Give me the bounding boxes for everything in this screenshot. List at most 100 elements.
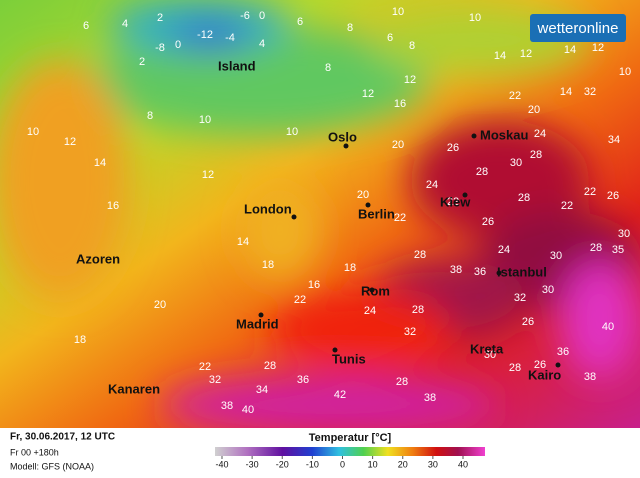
temperature-label: 2	[139, 56, 145, 68]
legend-tick-label: 40	[458, 459, 468, 469]
city-label: Madrid	[236, 316, 279, 331]
city-label: Kiew	[440, 194, 471, 209]
temperature-label: 28	[518, 192, 530, 204]
temperature-label: 28	[530, 149, 542, 161]
city-label: Kairo	[528, 367, 561, 382]
temperature-label: 10	[199, 114, 211, 126]
temperature-label: 8	[409, 40, 415, 52]
temperature-label: 12	[404, 74, 416, 86]
city-label: Island	[218, 58, 256, 73]
temperature-label: 6	[387, 32, 393, 44]
temperature-label: 28	[590, 242, 602, 254]
city-label: Kanaren	[108, 381, 160, 396]
temperature-label: 2	[157, 12, 163, 24]
temperature-label: 30	[484, 349, 496, 361]
temperature-label: 26	[607, 190, 619, 202]
city-label: Oslo	[328, 129, 357, 144]
temperature-label: 4	[122, 18, 128, 30]
temperature-label: 28	[414, 249, 426, 261]
temperature-label: 40	[242, 404, 254, 416]
temperature-label: 6	[83, 20, 89, 32]
temperature-label: 36	[474, 266, 486, 278]
temperature-label: 30	[542, 284, 554, 296]
temperature-label: 12	[592, 42, 604, 54]
forecast-date: Fr, 30.06.2017, 12 UTC	[10, 432, 115, 443]
temperature-label: 12	[520, 48, 532, 60]
temperature-label: 24	[426, 179, 438, 191]
temperature-label: 28	[476, 166, 488, 178]
legend-tick-label: -30	[246, 459, 259, 469]
temperature-label: 28	[509, 362, 521, 374]
temperature-label: 26	[482, 216, 494, 228]
temperature-label: 8	[325, 62, 331, 74]
city-dot	[343, 143, 349, 149]
city-dot	[462, 192, 468, 198]
temperature-label: 4	[259, 38, 265, 50]
temperature-label: 16	[394, 98, 406, 110]
temperature-label: 40	[602, 321, 614, 333]
legend-tick-label: -20	[276, 459, 289, 469]
city-dot	[365, 202, 371, 208]
city-label: Moskau	[480, 127, 528, 142]
temperature-label: 22	[584, 186, 596, 198]
temperature-label: 10	[392, 6, 404, 18]
temperature-label: 12	[202, 169, 214, 181]
brand-badge	[530, 14, 626, 42]
temperature-label: 30	[550, 250, 562, 262]
temperature-label: 32	[584, 86, 596, 98]
temperature-label: 0	[259, 10, 265, 22]
temperature-label: 24	[498, 244, 510, 256]
city-label: Kreta	[470, 341, 504, 356]
color-scale	[215, 447, 485, 456]
temperature-label: 38	[221, 400, 233, 412]
temperature-label: 14	[94, 157, 106, 169]
temperature-label: 10	[469, 12, 481, 24]
temperature-label: -4	[225, 32, 235, 44]
legend-tick-label: -40	[215, 459, 228, 469]
temperature-label: 6	[297, 16, 303, 28]
city-label: Tunis	[332, 351, 366, 366]
temperature-label: 30	[510, 157, 522, 169]
temperature-label: 42	[334, 389, 346, 401]
temperature-label: 10	[619, 66, 631, 78]
temperature-label: 8	[147, 110, 153, 122]
city-label: Azoren	[76, 251, 120, 266]
city-dot	[258, 312, 264, 318]
temperature-label: 14	[560, 86, 572, 98]
temperature-label: 22	[509, 90, 521, 102]
temperature-label: 36	[557, 346, 569, 358]
temperature-label: 12	[362, 88, 374, 100]
temperature-label: 38	[424, 392, 436, 404]
forecast-run: Fr 00 +180h	[10, 447, 59, 457]
temperature-label: 14	[237, 236, 249, 248]
temperature-label: 26	[522, 316, 534, 328]
temperature-label: 35	[612, 244, 624, 256]
city-label: Rom	[361, 283, 390, 298]
temperature-label: 28	[264, 360, 276, 372]
temperature-label: 22	[447, 196, 459, 208]
temperature-label: 32	[209, 374, 221, 386]
temperature-label: 26	[447, 142, 459, 154]
temperature-label: -8	[155, 42, 165, 54]
temperature-label: 38	[450, 264, 462, 276]
legend-tick-label: 0	[340, 459, 345, 469]
temperature-label: 36	[297, 374, 309, 386]
cities: Island Oslo Moskau London Berlin Kiew Azoren Is…	[76, 58, 561, 396]
city-dot	[332, 347, 338, 353]
city-label: Istanbul	[497, 264, 547, 279]
temperature-label: 32	[514, 292, 526, 304]
temperature-label: 30	[618, 228, 630, 240]
temperature-field	[0, 0, 640, 435]
temperature-label: 38	[584, 371, 596, 383]
brand: wetteronline	[537, 20, 619, 37]
temperature-label: 22	[394, 212, 406, 224]
legend-tick-label: 10	[368, 459, 378, 469]
temperature-label: 22	[561, 200, 573, 212]
temperature-label: 34	[256, 384, 268, 396]
temperature-label: 16	[107, 200, 119, 212]
city-label: Berlin	[358, 206, 395, 221]
temperature-label: 26	[534, 359, 546, 371]
temperature-label: 24	[534, 128, 546, 140]
city-dot	[471, 133, 477, 139]
